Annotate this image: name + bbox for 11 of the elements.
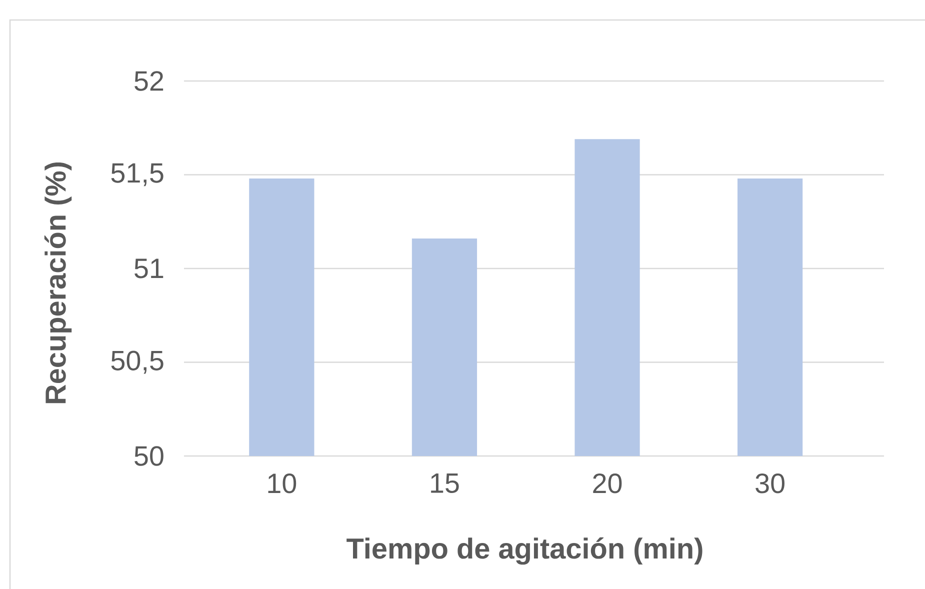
y-tick-label: 50 [134,446,164,466]
x-tick-label: 20 [593,474,622,494]
y-axis-title: Recuperación (%) [44,162,72,404]
y-tick-label: 50,5 [111,350,164,374]
y-tick-label: 52 [134,71,164,91]
x-tick-label: 30 [756,474,784,494]
x-tick-label: 15 [431,474,459,493]
y-tick-label: 51,5 [111,163,164,186]
x-tick-label: 10 [268,474,296,494]
y-tick-label: 51 [134,258,164,278]
x-axis-title: Tiempo de agitación (min) [346,537,702,565]
